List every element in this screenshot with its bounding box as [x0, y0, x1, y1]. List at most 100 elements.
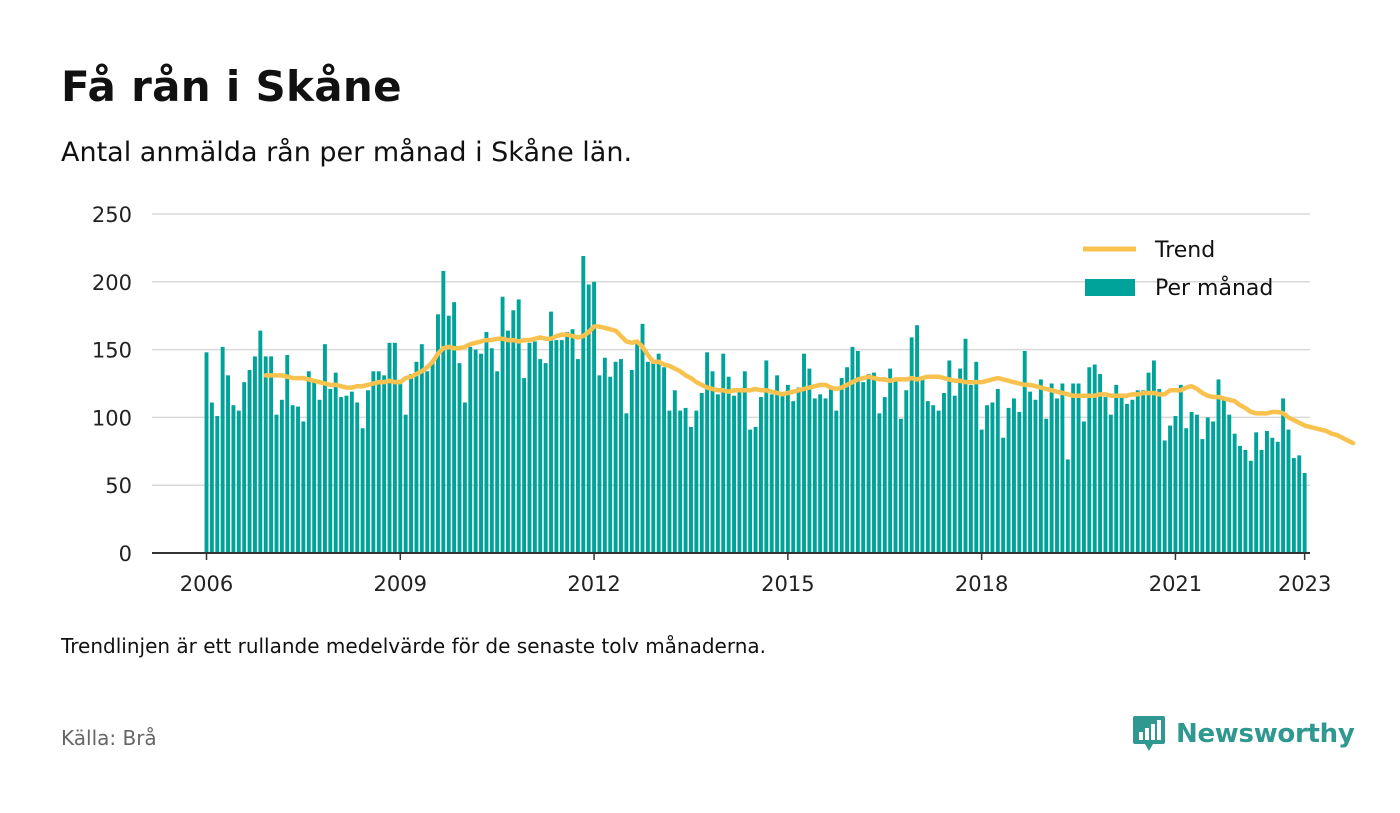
bar [640, 323, 645, 553]
bar [678, 410, 683, 553]
bar [769, 394, 774, 553]
bar [1141, 390, 1146, 553]
bar [721, 353, 726, 553]
bar [441, 270, 446, 553]
x-axis-ticks: 2006 2009 2012 2015 2018 2021 2023 [180, 553, 1331, 596]
x-tick-label: 2006 [180, 572, 233, 596]
bar [968, 384, 973, 553]
bar [322, 344, 327, 553]
bar [333, 372, 338, 553]
bar [1103, 397, 1108, 553]
bar [290, 405, 295, 553]
bar [952, 395, 957, 553]
bar [742, 371, 747, 553]
bar [1017, 411, 1022, 553]
bar [1151, 360, 1156, 553]
bar [904, 390, 909, 553]
bar [845, 367, 850, 553]
bar [489, 348, 494, 553]
bar [479, 353, 483, 553]
bar [1119, 394, 1124, 553]
bar [1092, 364, 1097, 553]
bar [452, 302, 457, 553]
bar [915, 325, 920, 553]
bar [220, 346, 225, 553]
bar [624, 413, 629, 553]
bar [764, 360, 769, 553]
bar [1275, 441, 1280, 553]
bar [1248, 460, 1253, 553]
bar [366, 390, 370, 553]
bar [834, 410, 839, 553]
bar [1265, 430, 1269, 553]
trend-line-group [263, 324, 1356, 446]
legend-trend-label: Trend [1154, 238, 1215, 263]
bar [360, 428, 365, 553]
bar [1076, 383, 1081, 553]
bar [689, 426, 693, 553]
y-tick-label: 200 [92, 271, 132, 295]
bar [1022, 350, 1027, 553]
bar [414, 361, 419, 553]
bar [1071, 383, 1076, 553]
y-tick-label: 0 [119, 542, 132, 566]
bar [1033, 399, 1038, 553]
bar [877, 413, 882, 553]
bar [1291, 458, 1296, 553]
bar [1281, 398, 1286, 553]
bar [839, 378, 844, 553]
bar [522, 378, 527, 553]
bar [893, 379, 898, 553]
bar [802, 353, 806, 553]
bar [285, 355, 290, 553]
bar [1227, 414, 1232, 553]
bar [253, 356, 257, 553]
bar [209, 402, 214, 553]
bar [710, 371, 715, 553]
bar [861, 382, 866, 553]
bar [538, 359, 543, 553]
bar [1297, 455, 1302, 553]
bar [575, 359, 580, 553]
bar [667, 410, 672, 553]
bar [753, 426, 758, 553]
x-tick-label: 2009 [374, 572, 427, 596]
bar [425, 371, 430, 553]
legend: Trend Per månad [1083, 238, 1273, 301]
bar [1162, 440, 1167, 553]
bar [759, 397, 763, 553]
bar [1146, 372, 1151, 553]
bar [1168, 425, 1173, 553]
bar [446, 315, 451, 553]
bar [279, 399, 284, 553]
bar [715, 394, 720, 553]
bar [312, 379, 317, 553]
bar [371, 371, 376, 553]
chart-subtitle: Antal anmälda rån per månad i Skåne län. [61, 137, 633, 168]
bar [958, 368, 963, 553]
bar [419, 344, 424, 553]
bar [979, 429, 984, 553]
bar [828, 387, 833, 553]
bar [376, 371, 381, 553]
y-tick-label: 100 [92, 406, 132, 430]
chart-note: Trendlinjen är ett rullande medelvärde f… [61, 634, 767, 658]
newsworthy-logo[interactable]: Newsworthy [1132, 712, 1355, 756]
legend-bar-swatch [1085, 279, 1135, 296]
bar [1270, 437, 1275, 553]
x-tick-label: 2015 [761, 572, 814, 596]
bar [457, 363, 462, 553]
bar [780, 394, 785, 553]
bar [882, 397, 887, 553]
bar [872, 372, 876, 553]
bar [1184, 428, 1189, 553]
bar [317, 399, 322, 553]
bar [500, 296, 505, 553]
bar [748, 429, 753, 553]
bar [430, 363, 435, 553]
bar [1211, 421, 1216, 553]
bar [602, 357, 607, 553]
bar [791, 401, 796, 553]
bar [1065, 459, 1070, 553]
bar [1189, 411, 1194, 553]
